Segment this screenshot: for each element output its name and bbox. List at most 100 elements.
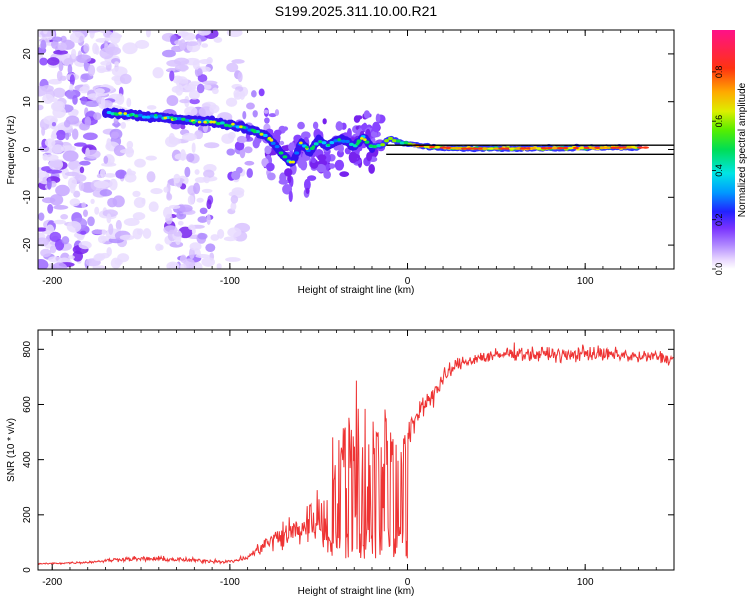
ridge-hotspot — [514, 147, 522, 150]
noise-blob — [46, 169, 63, 174]
noise-blob — [80, 230, 87, 235]
ridge-hotspot — [487, 147, 495, 150]
noise-blob — [191, 142, 196, 154]
snr-panel: -200 -100 0 100 0 200 400 600 800 Height of stra… — [6, 329, 675, 597]
noise-blob — [358, 125, 369, 130]
snr-ytick-label: 200 — [22, 506, 33, 523]
ridge-highlight — [231, 122, 235, 126]
noise-blob — [69, 83, 74, 93]
noise-blob — [268, 113, 277, 118]
ridge-highlight — [288, 160, 293, 164]
ridge-core — [403, 141, 409, 145]
noise-blob — [123, 218, 140, 227]
noise-blob — [67, 177, 78, 189]
noise-blob — [189, 242, 202, 251]
spectrogram-ylabel: Frequency (Hz) — [6, 116, 17, 185]
spectrogram-xtick-label: -100 — [220, 276, 240, 287]
noise-blob — [113, 144, 126, 157]
noise-blob — [60, 35, 67, 43]
noise-blob — [40, 39, 47, 51]
ridge-highlight — [299, 141, 303, 145]
noise-blob — [173, 173, 181, 184]
ridge-hotspot — [642, 146, 649, 149]
noise-blob — [51, 262, 68, 269]
ridge-highlight — [269, 138, 274, 142]
ridge-highlight — [337, 138, 341, 141]
noise-blob — [186, 153, 195, 163]
noise-blob — [297, 121, 305, 130]
noise-blob — [211, 87, 219, 95]
noise-blob — [100, 96, 106, 109]
noise-blob — [209, 104, 220, 114]
noise-blob — [94, 45, 100, 55]
ridge-highlight — [355, 142, 360, 146]
noise-blob — [49, 245, 57, 254]
ridge-highlight — [326, 143, 331, 147]
ridge-hotspot — [572, 146, 580, 150]
noise-blob — [53, 87, 66, 98]
ridge-highlight — [197, 120, 202, 124]
noise-blob — [263, 109, 269, 114]
noise-blob — [174, 153, 190, 161]
ridge-hotspot — [556, 146, 564, 150]
noise-blob — [106, 247, 112, 257]
noise-blob — [197, 233, 208, 240]
noise-blob — [236, 135, 247, 144]
noise-blob — [189, 98, 200, 105]
noise-blob — [375, 113, 381, 123]
noise-blob — [217, 228, 225, 239]
noise-blob — [195, 254, 211, 259]
snr-series — [38, 342, 674, 566]
ridge-highlight — [192, 121, 196, 124]
noise-blob — [79, 35, 84, 43]
noise-blob — [84, 149, 101, 159]
noise-blob — [145, 30, 151, 38]
noise-blob — [288, 142, 295, 151]
noise-blob — [57, 42, 67, 51]
spectrogram-xtick-label: 0 — [405, 276, 411, 287]
noise-blob — [221, 133, 235, 144]
noise-blob — [163, 186, 169, 193]
noise-blob — [136, 228, 144, 236]
ridge-core — [313, 142, 319, 146]
noise-blob — [51, 36, 63, 42]
noise-blob — [163, 225, 178, 235]
noise-blob — [105, 46, 121, 56]
spectrogram-reference-lines — [386, 144, 674, 155]
ridge-highlight — [242, 126, 247, 129]
noise-blob — [134, 39, 150, 50]
noise-blob — [43, 154, 59, 162]
ridge-core — [399, 141, 405, 145]
noise-blob — [166, 261, 180, 269]
noise-blob — [51, 122, 57, 127]
ridge-hotspot — [498, 147, 506, 150]
ridge-core — [364, 140, 370, 144]
noise-blob — [246, 102, 255, 110]
noise-blob — [90, 198, 95, 204]
ridge-core — [321, 141, 327, 145]
noise-blob — [38, 104, 44, 111]
noise-blob — [322, 118, 327, 125]
noise-blob — [106, 213, 112, 224]
noise-blob — [104, 173, 116, 178]
noise-blob — [124, 172, 137, 183]
noise-blob — [55, 129, 66, 141]
noise-blob — [50, 133, 58, 140]
noise-blob — [202, 84, 212, 90]
noise-blob — [363, 110, 371, 119]
spectrogram-ridge — [102, 107, 649, 167]
ridge-hotspot — [444, 146, 452, 150]
noise-blob — [47, 57, 60, 66]
noise-blob — [173, 231, 183, 237]
spectrogram-noise — [38, 30, 386, 269]
spectrogram-xtick-label: 100 — [577, 276, 594, 287]
noise-blob — [56, 70, 63, 82]
spectrogram-xlabel: Height of straight line (km) — [298, 285, 415, 296]
noise-blob — [54, 239, 65, 251]
noise-blob — [148, 201, 159, 213]
noise-blob — [199, 58, 212, 65]
noise-blob — [242, 111, 247, 120]
noise-blob — [202, 80, 218, 85]
ridge-hotspot — [519, 147, 527, 150]
